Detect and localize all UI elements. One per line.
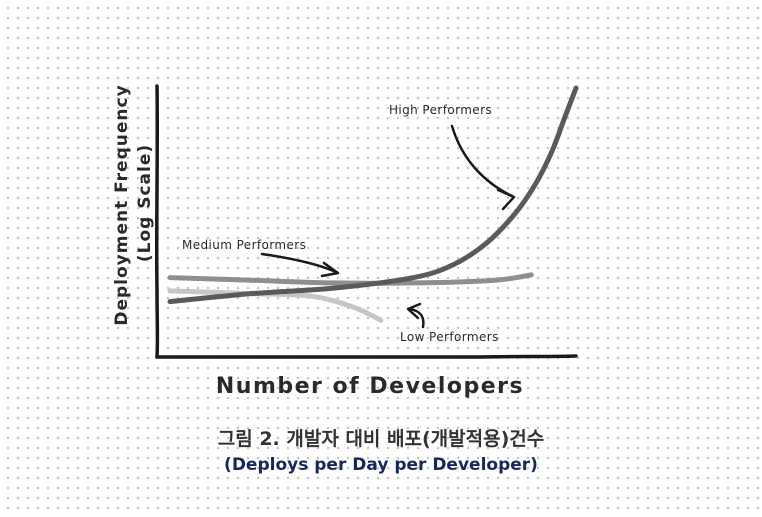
y-axis-label: Deployment Frequency <box>112 84 132 325</box>
y-axis-line <box>154 84 160 359</box>
figure-caption: 그림 2. 개발자 대비 배포(개발적용)건수 <box>217 428 545 450</box>
high-performers-label: High Performers <box>389 103 492 117</box>
series-line-low-performers <box>167 288 384 323</box>
plot-area: High Performers Medium Performers Low Pe… <box>112 84 579 399</box>
low-performers-arrow <box>406 302 425 329</box>
y-axis-scale-note: (Log Scale) <box>135 144 155 262</box>
x-axis-label: Number of Developers <box>216 374 524 399</box>
series-line-medium-performers <box>167 272 534 286</box>
figure-subtitle: (Deploys per Day per Developer) <box>224 455 538 475</box>
x-axis-line <box>155 354 578 360</box>
medium-performers-arrow <box>260 252 340 278</box>
medium-performers-label: Medium Performers <box>182 238 306 252</box>
low-performers-label: Low Performers <box>400 330 499 344</box>
series-line-high-performers <box>167 85 579 305</box>
high-performers-arrow <box>450 124 516 211</box>
